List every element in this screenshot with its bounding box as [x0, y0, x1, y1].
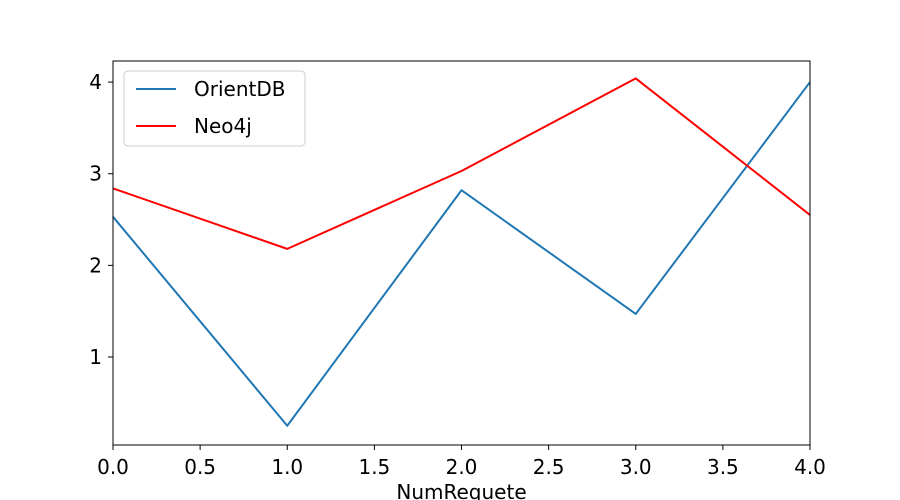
series-orientdb — [112, 81, 811, 427]
series-layer — [112, 77, 811, 427]
x-tick-label: 3.0 — [620, 455, 652, 479]
legend-label: OrientDB — [194, 77, 285, 101]
x-tick-label: 3.5 — [707, 455, 739, 479]
series-neo4j — [112, 77, 811, 250]
legend: OrientDB Neo4j — [123, 70, 306, 147]
series-line — [112, 81, 811, 427]
x-tick-label: 0.5 — [184, 455, 216, 479]
y-tick-label: 3 — [89, 162, 102, 186]
x-axis: 0.0 0.5 1.0 1.5 2.0 2.5 3.0 3.5 4.0 — [97, 445, 826, 479]
x-tick-label: 2.5 — [533, 455, 565, 479]
legend-label: Neo4j — [194, 114, 252, 138]
x-tick-label: 1.0 — [271, 455, 303, 479]
series-line — [112, 77, 811, 250]
y-tick-label: 2 — [89, 253, 102, 277]
x-tick-label: 1.5 — [358, 455, 390, 479]
x-tick-label: 2.0 — [446, 455, 478, 479]
y-tick-label: 4 — [89, 70, 102, 94]
x-tick-label: 4.0 — [794, 455, 826, 479]
y-axis: 1 2 3 4 — [89, 70, 113, 369]
x-axis-label: NumRequete — [396, 480, 526, 500]
x-tick-label: 0.0 — [97, 455, 129, 479]
y-tick-label: 1 — [89, 345, 102, 369]
